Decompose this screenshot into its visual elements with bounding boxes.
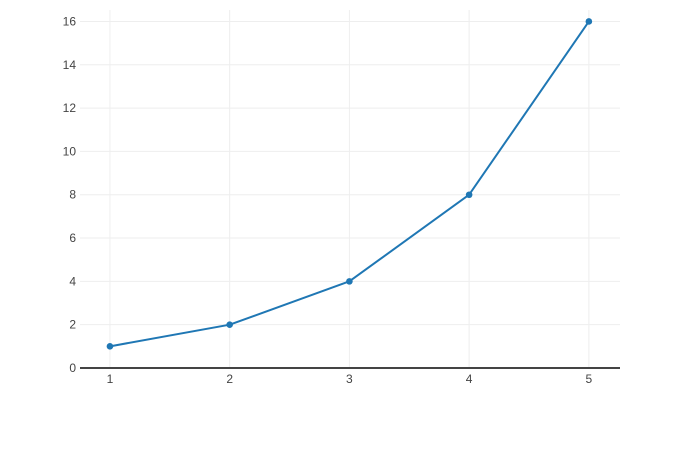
x-tick-labels: 1 2 3 4 5 xyxy=(107,372,593,386)
y-tick-label: 0 xyxy=(69,361,76,375)
y-tick-label: 6 xyxy=(69,231,76,245)
y-tick-label: 12 xyxy=(63,101,77,115)
y-tick-labels: 0 2 4 6 8 10 12 14 16 xyxy=(63,14,77,375)
data-point[interactable] xyxy=(465,191,473,199)
y-tick-label: 2 xyxy=(69,318,76,332)
y-tick-label: 16 xyxy=(63,14,77,28)
data-point[interactable] xyxy=(106,343,114,350)
data-points xyxy=(106,18,593,350)
data-point[interactable] xyxy=(226,321,233,328)
data-point[interactable] xyxy=(585,18,593,25)
x-tick-label: 4 xyxy=(466,372,473,386)
y-tick-label: 4 xyxy=(69,274,76,288)
plot-area[interactable] xyxy=(80,10,620,368)
y-tick-label: 10 xyxy=(63,144,77,158)
y-tick-label: 8 xyxy=(69,188,76,202)
x-tick-label: 2 xyxy=(226,372,233,386)
x-tick-label: 1 xyxy=(107,372,114,386)
gridlines xyxy=(80,10,620,368)
y-tick-label: 14 xyxy=(63,58,77,72)
data-point[interactable] xyxy=(346,278,353,285)
x-tick-label: 5 xyxy=(586,372,593,386)
x-tick-label: 3 xyxy=(346,372,353,386)
